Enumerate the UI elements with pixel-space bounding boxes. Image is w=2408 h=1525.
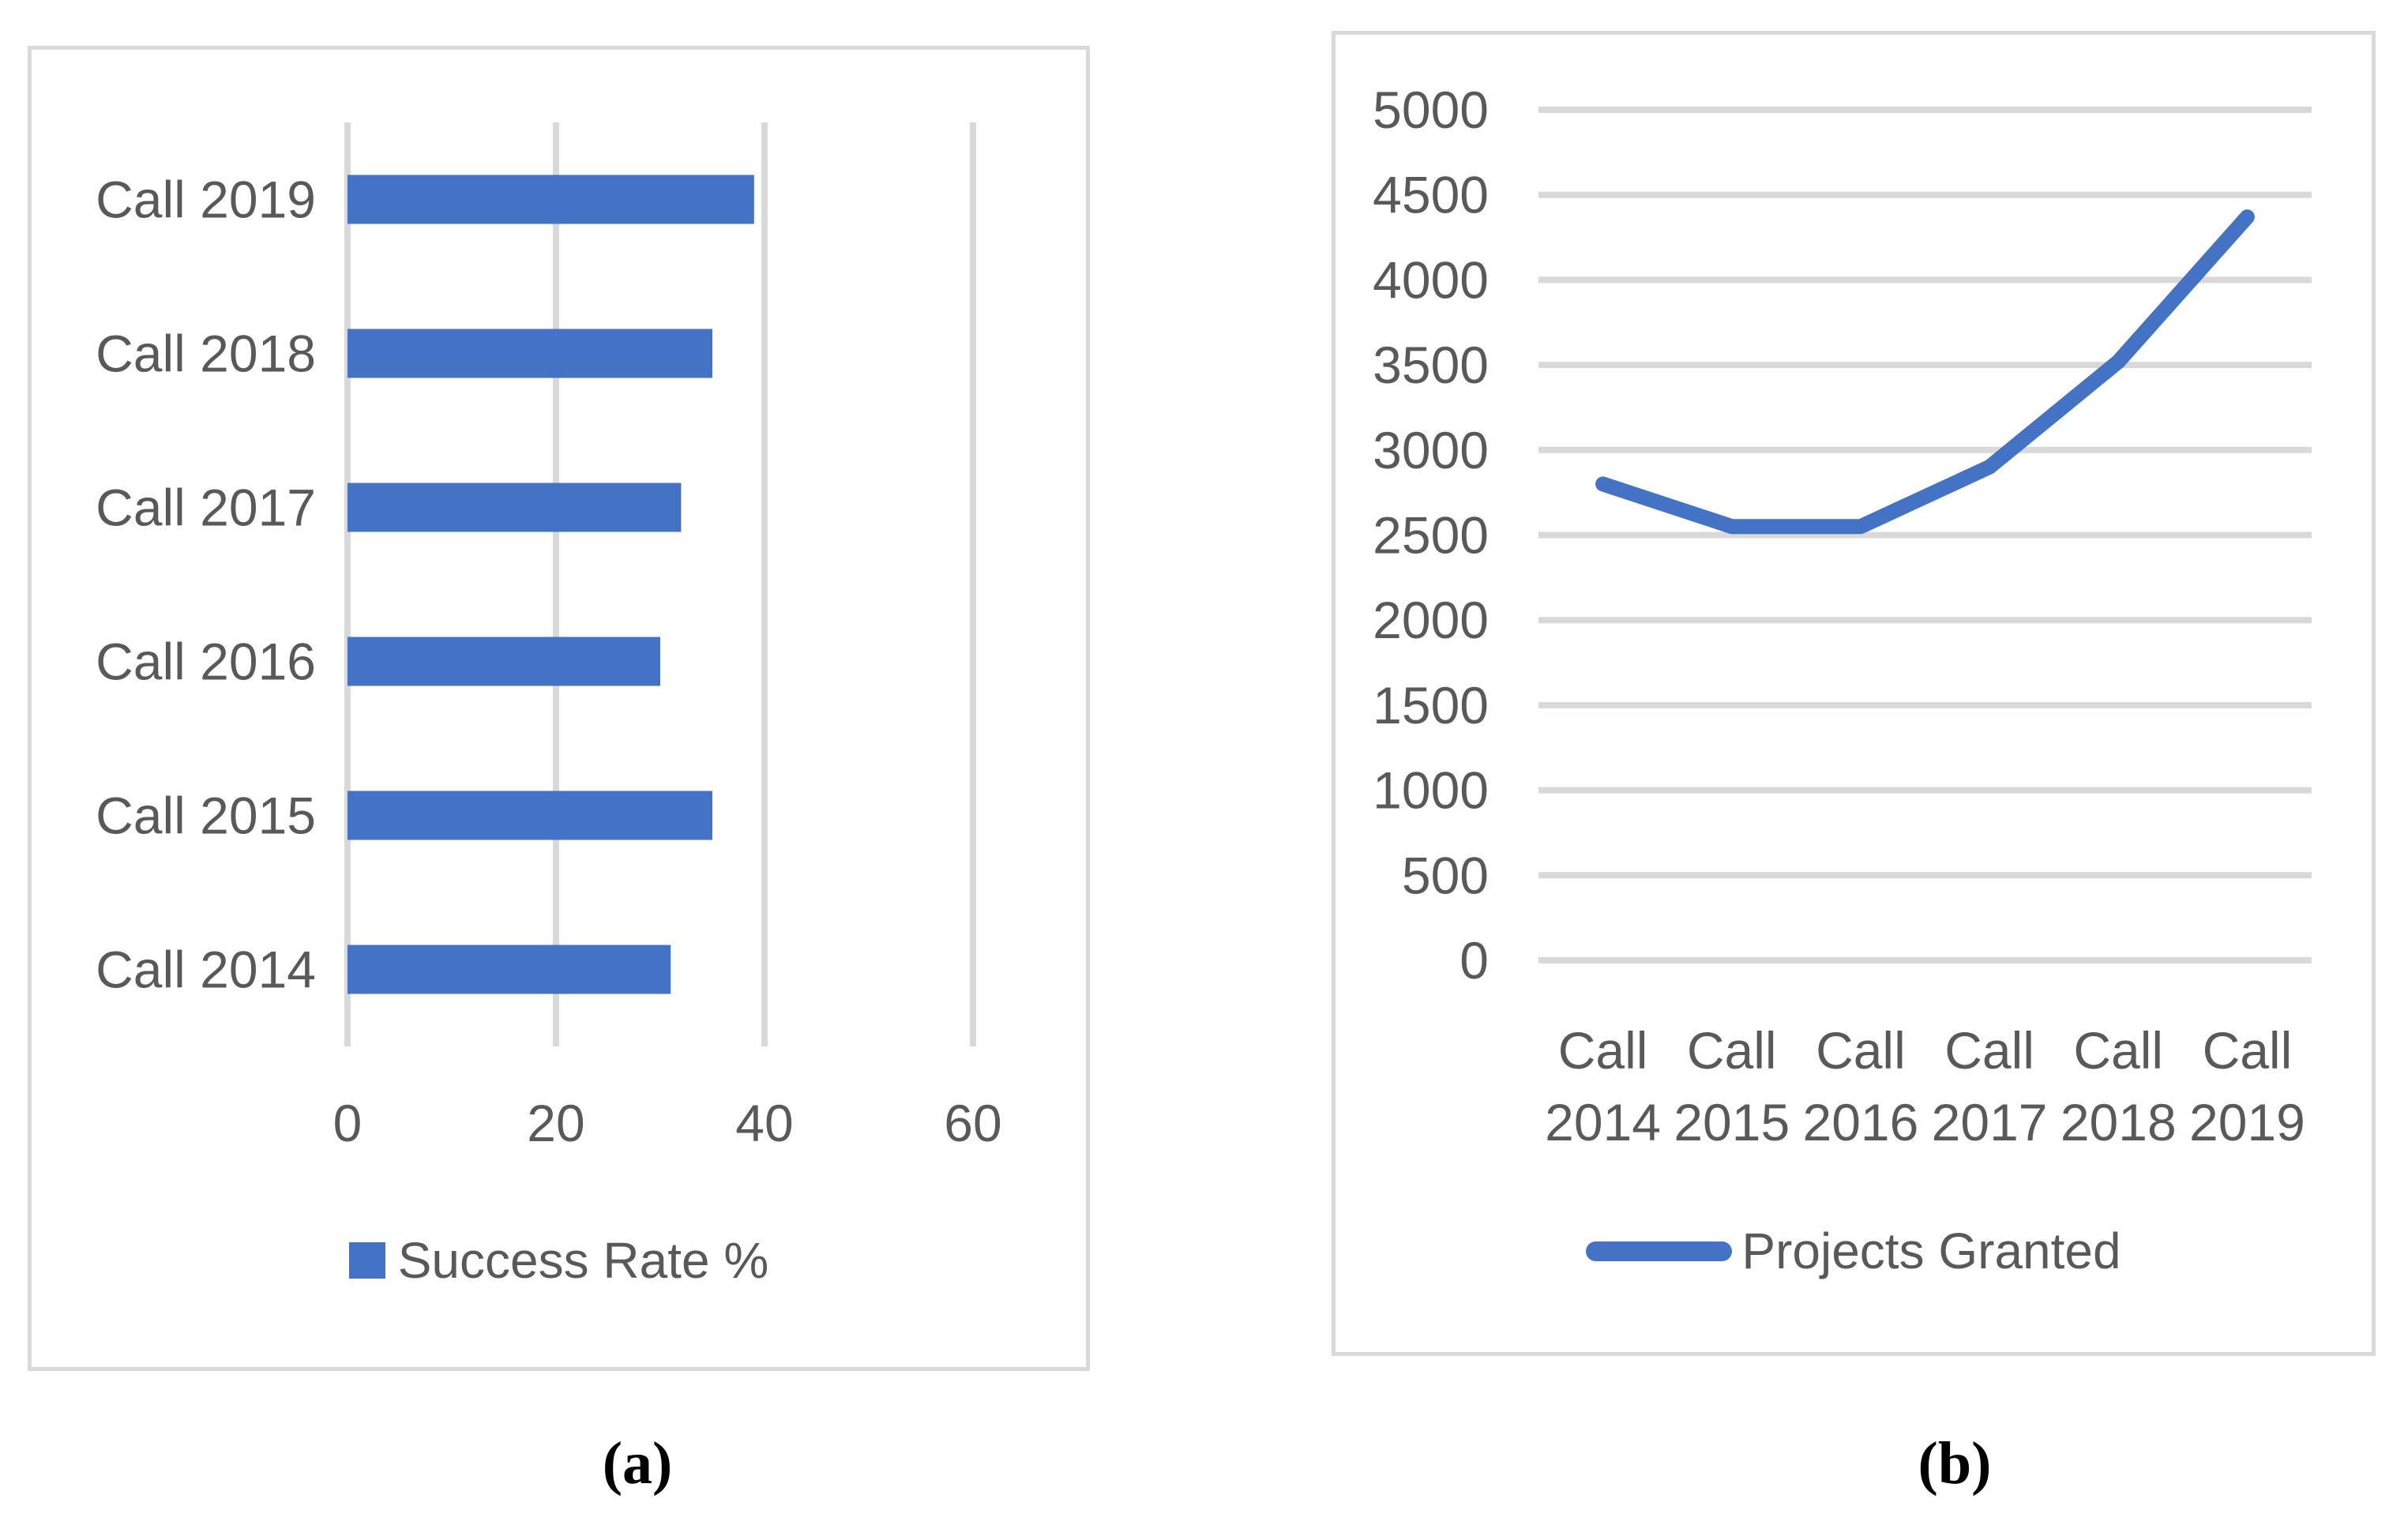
projects-granted-line-series [1595, 209, 2255, 535]
x-tick-label: 0 [333, 1094, 363, 1152]
x-category-label-line2: 2016 [1803, 1093, 1919, 1151]
x-category-label-line1: Call [1558, 1021, 1648, 1080]
caption-a: (a) [602, 1430, 673, 1497]
bar-call-2014 [347, 945, 671, 994]
x-tick-label: 40 [735, 1094, 793, 1152]
category-label: Call 2017 [96, 479, 316, 537]
y-tick-label: 0 [1459, 931, 1489, 990]
y-tick-label: 5000 [1373, 81, 1489, 139]
x-category-label-line2: 2017 [1932, 1093, 2048, 1151]
bar-call-2017 [347, 483, 682, 532]
line-chart: 5000450040003500300025002000150010005000… [1373, 81, 2312, 1151]
bar-call-2019 [347, 175, 754, 224]
y-tick-label: 1000 [1373, 761, 1489, 820]
x-category-label-line1: Call [1944, 1021, 2034, 1080]
legend-swatch-line [1586, 1241, 1733, 1261]
y-tick-label: 1500 [1373, 676, 1489, 734]
y-tick-label: 3500 [1373, 336, 1489, 394]
bar-call-2016 [347, 637, 660, 686]
x-category-label-line2: 2014 [1545, 1093, 1661, 1151]
caption-b: (b) [1918, 1430, 1992, 1497]
x-category-label-line1: Call [1687, 1021, 1777, 1080]
bar-chart: 0 20 40 60 Call 2019 Call 2018 Call 2017 Call 2… [96, 122, 1002, 1152]
category-label: Call 2014 [96, 941, 316, 999]
y-tick-label: 4000 [1373, 250, 1489, 309]
category-label: Call 2016 [96, 633, 316, 691]
panel-b-projects-granted-chart: 5000 4500 4000 3500 3000 2500 2000 1500 1000 500 0… [1332, 31, 2376, 1356]
x-category-label-line1: Call [2203, 1021, 2293, 1080]
x-category-label-line1: Call [1816, 1021, 1906, 1080]
panel-a-success-rate-chart: 0 20 40 60 Call 2019 Call 2018 Call 2017 Call 2… [28, 46, 1090, 1371]
x-category-label-line2: 2015 [1674, 1093, 1790, 1151]
legend-a: Success Rate % [32, 1232, 1086, 1289]
y-tick-label: 2000 [1373, 591, 1489, 649]
y-tick-label: 2500 [1373, 506, 1489, 565]
x-category-label-line1: Call [2073, 1021, 2163, 1080]
legend-label-projects-granted: Projects Granted [1741, 1223, 2121, 1279]
category-label: Call 2019 [96, 171, 316, 229]
y-tick-label: 3000 [1373, 421, 1489, 479]
x-category-label-line2: 2019 [2189, 1093, 2305, 1151]
category-label: Call 2018 [96, 325, 316, 383]
x-category-label-line2: 2018 [2061, 1093, 2177, 1151]
x-tick-label: 20 [527, 1094, 584, 1152]
x-tick-label: 60 [944, 1094, 1001, 1152]
legend-b: Projects Granted [1335, 1223, 2372, 1279]
y-tick-label: 500 [1402, 846, 1489, 904]
y-tick-label: 4500 [1373, 166, 1489, 224]
category-label: Call 2015 [96, 787, 316, 845]
legend-swatch-square [348, 1242, 385, 1279]
legend-label-success-rate: Success Rate % [397, 1232, 769, 1289]
bar-call-2015 [347, 791, 712, 840]
bar-call-2018 [347, 329, 712, 378]
